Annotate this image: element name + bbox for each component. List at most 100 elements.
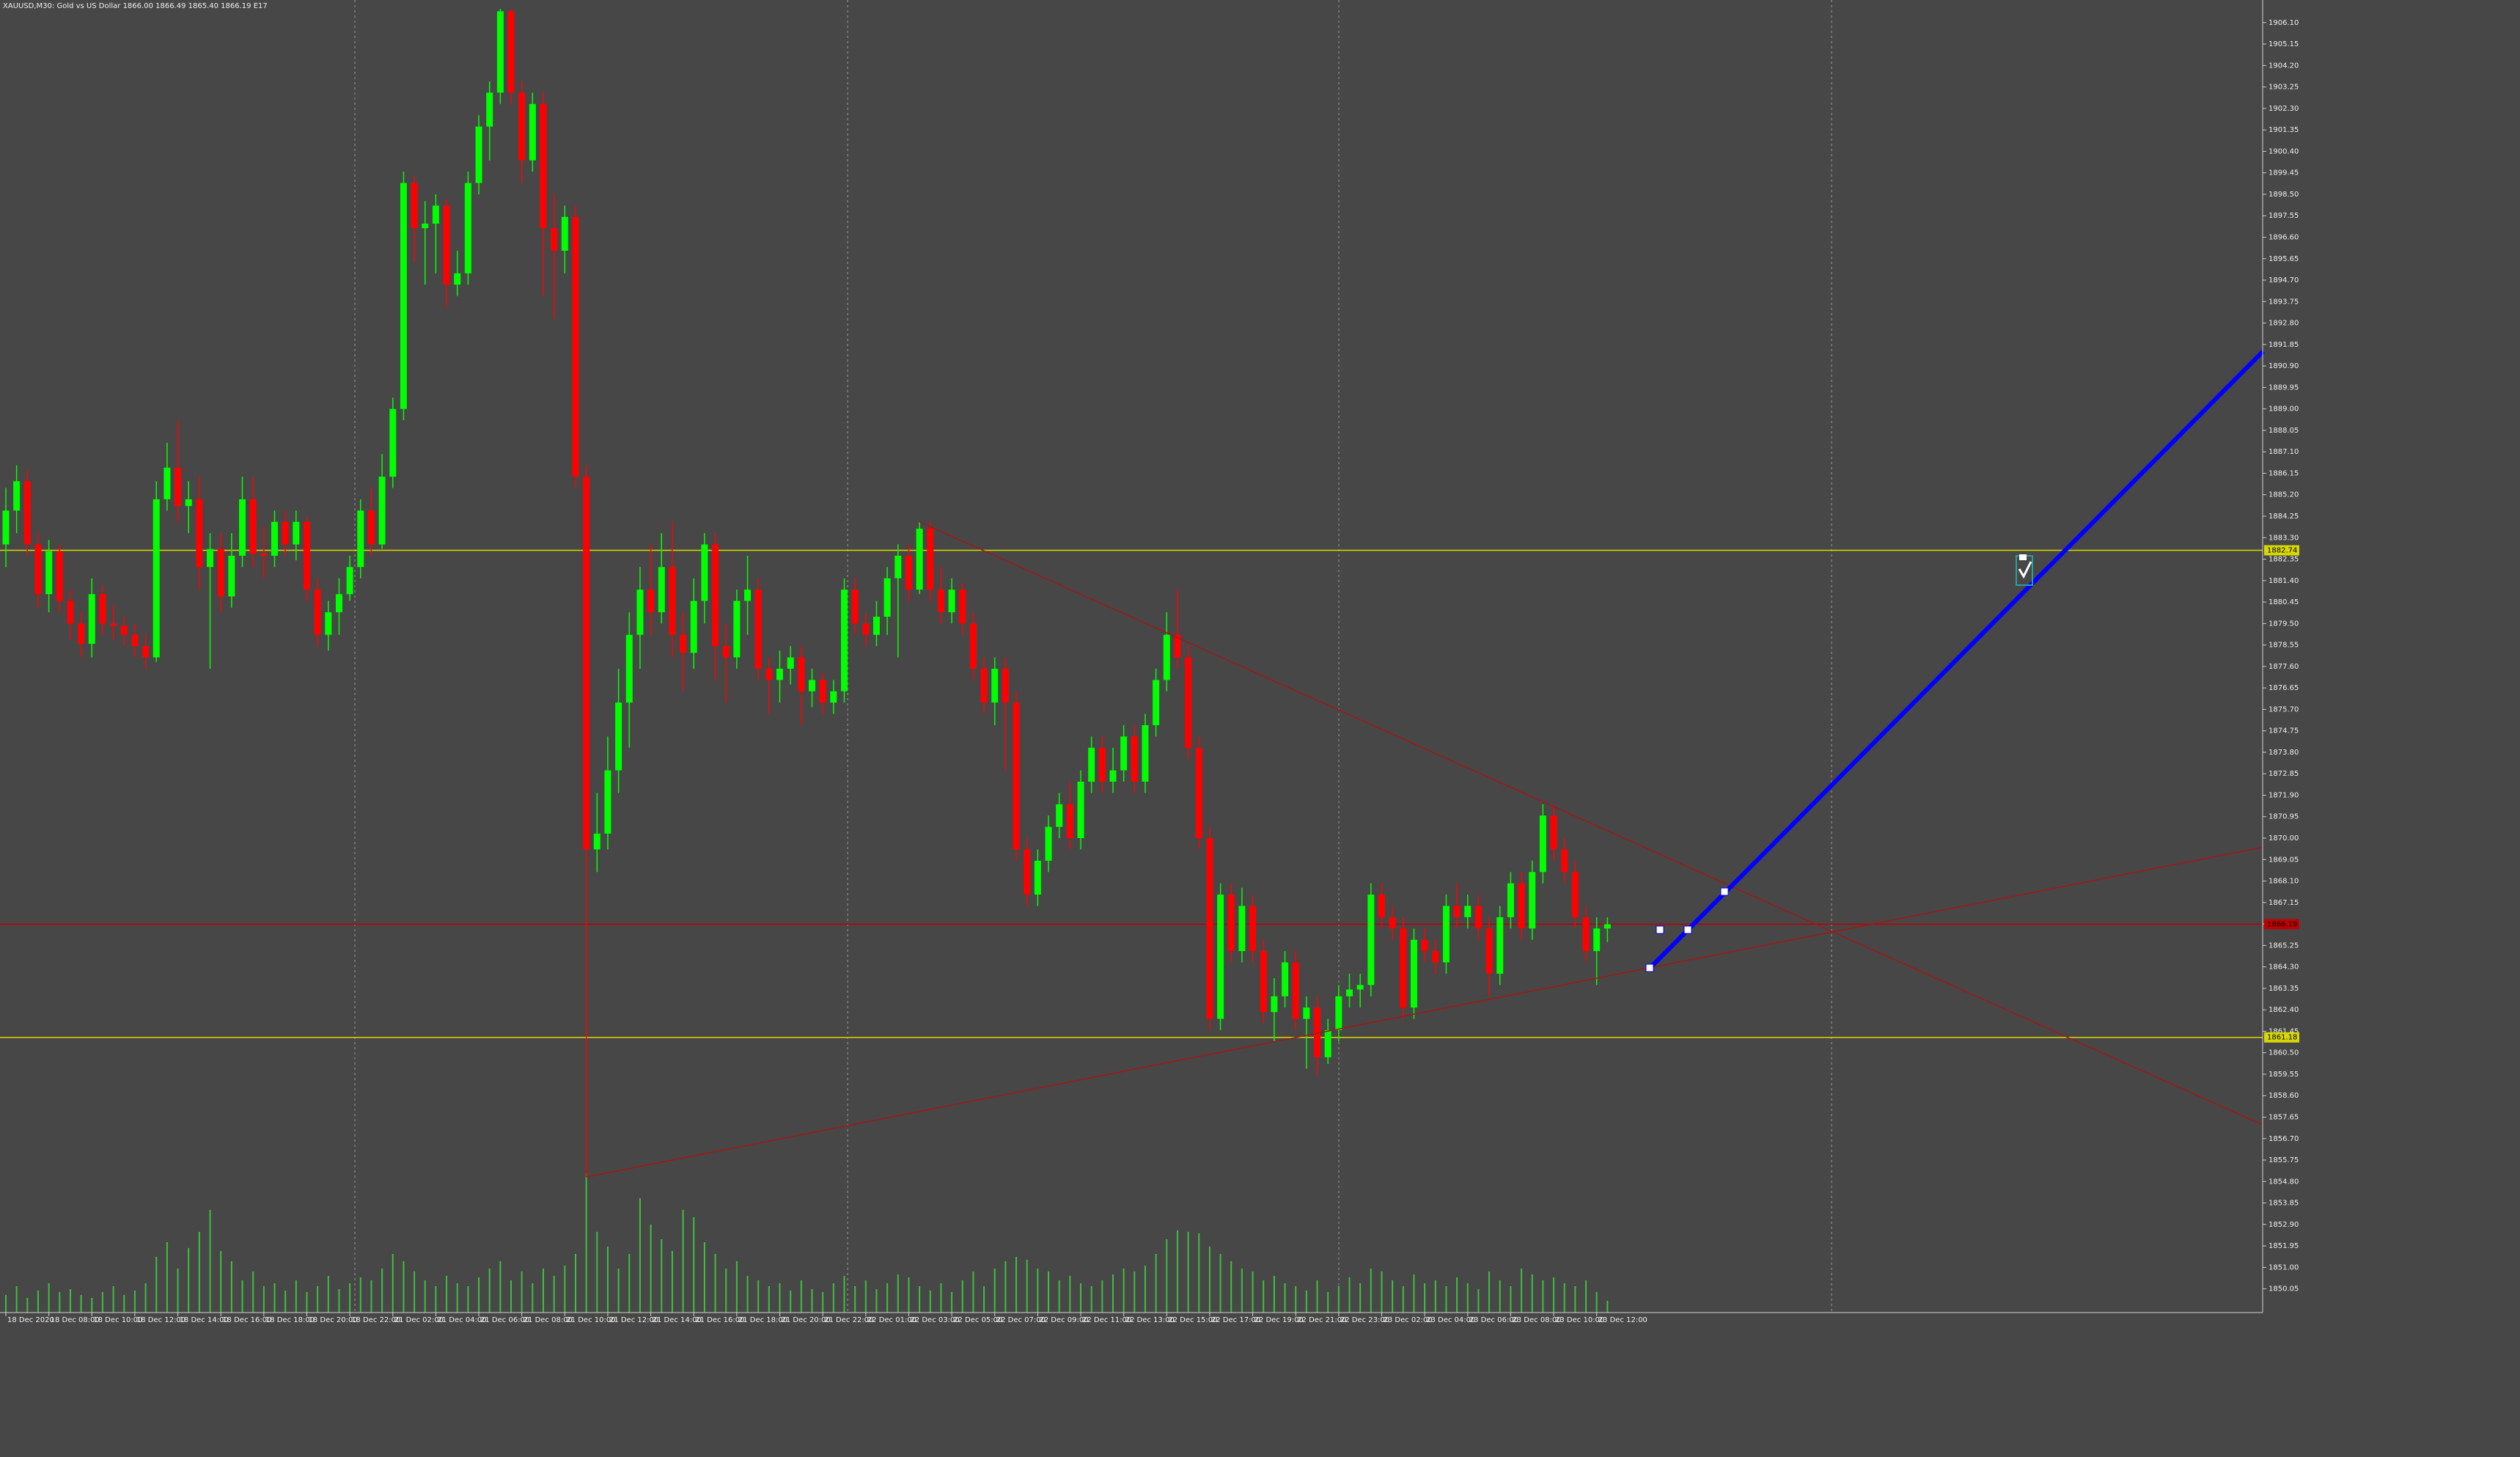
candle-body — [2, 510, 10, 545]
candle-body — [518, 92, 526, 161]
candle-body — [282, 521, 289, 545]
x-tick-label: 18 Dec 08:00 — [51, 1316, 100, 1324]
candle-body — [1604, 924, 1611, 929]
candle-body — [239, 499, 246, 556]
candle-body — [486, 92, 493, 127]
price-label-box — [2264, 1032, 2299, 1043]
y-tick-label: 1891.85 — [2269, 341, 2299, 349]
y-tick-label: 1879.50 — [2269, 620, 2299, 628]
candle-body — [1249, 906, 1257, 952]
handle — [1656, 925, 1664, 934]
y-tick-label: 1898.50 — [2269, 191, 2299, 199]
y-tick-label: 1878.55 — [2269, 642, 2299, 650]
y-tick-label: 1873.80 — [2269, 749, 2299, 757]
x-tick-label: 22 Dec 05:00 — [953, 1316, 1002, 1324]
candle-body — [1582, 917, 1590, 952]
candle-body — [701, 544, 708, 601]
candle-body — [271, 521, 278, 556]
candle-body — [658, 567, 665, 612]
candle-body — [895, 555, 902, 579]
candle-body — [625, 634, 633, 703]
plot-layer: 1850.05 1851.00 1851.95 1852.90 1853.85 1854.… — [0, 9, 2299, 1324]
candle-body — [56, 551, 63, 601]
y-tick-label: 1867.15 — [2269, 899, 2299, 907]
y-tick-label: 1856.70 — [2269, 1135, 2299, 1143]
candle-body — [830, 691, 837, 703]
candle-body — [712, 544, 719, 647]
price-label-box — [2264, 919, 2299, 930]
y-tick-label: 1880.45 — [2269, 598, 2299, 606]
y-tick-label: 1850.05 — [2269, 1285, 2299, 1293]
candle-body — [1432, 951, 1439, 963]
x-tick-label: 18 Dec 2020 — [7, 1316, 54, 1324]
x-tick-label: 18 Dec 10:00 — [93, 1316, 142, 1324]
y-tick-label: 1871.90 — [2269, 791, 2299, 799]
candle-body — [1442, 906, 1450, 963]
candle-body — [207, 548, 214, 568]
candle-body — [572, 216, 579, 477]
candle-body — [615, 702, 622, 771]
candle-body — [969, 623, 977, 669]
candle-body — [1174, 634, 1181, 658]
candle-body — [529, 103, 536, 161]
candle-body — [142, 646, 150, 658]
candle-body — [905, 555, 912, 590]
candle-body — [690, 601, 697, 653]
y-tick-label: 1875.70 — [2269, 705, 2299, 713]
candle-body — [1142, 724, 1149, 782]
x-tick-label: 18 Dec 18:00 — [265, 1316, 315, 1324]
x-tick-label: 23 Dec 12:00 — [1598, 1316, 1647, 1324]
y-tick-label: 1862.40 — [2269, 1006, 2299, 1014]
candle-body — [798, 657, 805, 691]
candle-body — [249, 499, 257, 554]
candle-body — [185, 499, 192, 507]
check-icon — [2016, 554, 2033, 586]
candle-body — [1238, 906, 1246, 952]
candle-body — [1421, 939, 1428, 952]
line-handles — [1645, 887, 1729, 972]
candle-body — [1282, 962, 1289, 997]
candle-body — [175, 467, 182, 507]
candle-body — [1464, 906, 1472, 917]
y-tick-label: 1853.85 — [2269, 1200, 2299, 1208]
candle-body — [959, 590, 966, 624]
candle-body — [357, 510, 364, 568]
y-tick-label: 1903.25 — [2269, 84, 2299, 92]
candle-body — [1109, 770, 1117, 782]
candle-body — [1314, 1008, 1321, 1057]
x-tick-label: 23 Dec 08:00 — [1512, 1316, 1561, 1324]
candle-body — [1088, 747, 1095, 782]
y-tick-label: 1895.65 — [2269, 255, 2299, 263]
candle-body — [927, 528, 934, 590]
x-tick-label: 21 Dec 18:00 — [738, 1316, 787, 1324]
candle-body — [819, 680, 826, 703]
candle-body — [991, 668, 999, 703]
y-tick-label: 1851.95 — [2269, 1242, 2299, 1250]
y-tick-label: 1896.60 — [2269, 233, 2299, 241]
candle-body — [540, 103, 547, 229]
y-tick-label: 1858.60 — [2269, 1092, 2299, 1100]
candle-body — [335, 594, 342, 612]
candle-body — [1271, 996, 1278, 1013]
candle-body — [765, 668, 773, 680]
candle-body — [1324, 1030, 1331, 1057]
y-tick-label: 1904.20 — [2269, 62, 2299, 70]
x-tick-label: 22 Dec 19:00 — [1255, 1316, 1304, 1324]
handle — [1645, 964, 1654, 972]
candle-body — [1335, 996, 1342, 1030]
x-tick-label: 21 Dec 08:00 — [524, 1316, 573, 1324]
x-tick-label: 22 Dec 09:00 — [1039, 1316, 1088, 1324]
candle-body — [593, 833, 600, 850]
y-tick-label: 1861.45 — [2269, 1027, 2299, 1035]
y-tick-label: 1890.90 — [2269, 362, 2299, 370]
candle-body — [110, 623, 117, 626]
candle-body — [1356, 985, 1364, 990]
y-tick-label: 1863.35 — [2269, 985, 2299, 993]
handle — [1720, 887, 1729, 896]
candle-body — [1098, 747, 1106, 782]
y-tick-label: 1877.60 — [2269, 663, 2299, 671]
candle-body — [454, 273, 461, 285]
y-tick-label: 1894.70 — [2269, 276, 2299, 285]
candle-body — [1120, 736, 1128, 771]
